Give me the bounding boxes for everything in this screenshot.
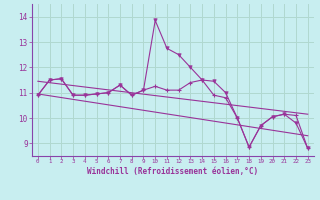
X-axis label: Windchill (Refroidissement éolien,°C): Windchill (Refroidissement éolien,°C) [87, 167, 258, 176]
